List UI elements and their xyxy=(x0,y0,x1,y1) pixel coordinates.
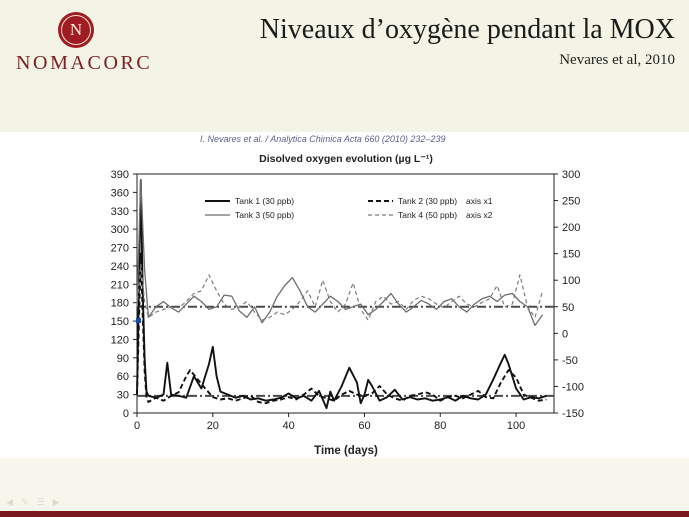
series-line xyxy=(136,263,544,321)
y-right-tick-label: 150 xyxy=(562,249,580,261)
series-line xyxy=(136,178,544,327)
legend-label: Tank 1 (30 ppb) xyxy=(235,196,294,206)
logo-wordmark: NOMACORC xyxy=(16,52,153,74)
series-line xyxy=(136,252,547,405)
legend-label: Tank 4 (50 ppb) xyxy=(398,210,457,220)
y-right-tick-label: 100 xyxy=(562,275,580,287)
y-right-tick-label: 300 xyxy=(562,169,580,181)
nomacorc-logo-emblem: N xyxy=(58,12,94,48)
slide-title: Niveaux d’oxygène pendant la MOX xyxy=(259,14,675,45)
y-left-tick-label: 90 xyxy=(117,353,129,365)
y-left-tick-label: 390 xyxy=(111,169,129,181)
y-left-tick-label: 210 xyxy=(111,279,129,291)
chart-title: Disolved oxygen evolution (µg L⁻¹) xyxy=(259,153,433,165)
y-left-tick-label: 300 xyxy=(111,224,129,236)
x-tick-label: 0 xyxy=(134,420,140,432)
logo-letter: N xyxy=(61,15,91,45)
y-right-tick-label: -100 xyxy=(562,381,584,393)
y-left-tick-label: 150 xyxy=(111,316,129,328)
y-left-tick-label: 60 xyxy=(117,371,129,383)
y-left-tick-label: 330 xyxy=(111,206,129,218)
slide-header: N NOMACORC Niveaux d’oxygène pendant la … xyxy=(0,0,689,132)
y-left-tick-label: 0 xyxy=(123,408,129,420)
y-right-tick-label: 250 xyxy=(562,196,580,208)
y-left-tick-label: 360 xyxy=(111,187,129,199)
y-right-tick-label: 0 xyxy=(562,328,568,340)
y-left-tick-label: 120 xyxy=(111,334,129,346)
pen-icon[interactable]: ✎ xyxy=(20,497,29,507)
y-left-tick-label: 180 xyxy=(111,298,129,310)
bottom-bar xyxy=(0,511,689,517)
y-right-tick-label: 200 xyxy=(562,222,580,234)
x-axis-label: Time (days) xyxy=(314,445,378,457)
y-right-tick-label: -150 xyxy=(562,408,584,420)
legend-label: axis x1 xyxy=(466,196,493,206)
legend-label: axis x2 xyxy=(466,210,493,220)
legend-label: Tank 2 (30 ppb) xyxy=(398,196,457,206)
previous-slide-icon[interactable]: ◀ xyxy=(6,497,13,507)
x-tick-label: 100 xyxy=(507,420,525,432)
figure-panel: I. Nevares et al. / Analytica Chimica Ac… xyxy=(0,132,689,458)
y-right-tick-label: -50 xyxy=(562,355,578,367)
x-tick-label: 80 xyxy=(434,420,446,432)
figure-citation: I. Nevares et al. / Analytica Chimica Ac… xyxy=(200,134,446,144)
x-tick-label: 60 xyxy=(358,420,370,432)
x-tick-label: 20 xyxy=(207,420,219,432)
slide-controls: ◀ ✎ ☰ ▶ xyxy=(6,497,59,508)
menu-icon[interactable]: ☰ xyxy=(36,497,45,507)
y-left-tick-label: 270 xyxy=(111,243,129,255)
slide-subtitle: Nevares et al, 2010 xyxy=(559,52,675,68)
next-slide-icon[interactable]: ▶ xyxy=(52,497,60,507)
x-tick-label: 40 xyxy=(283,420,295,432)
axis-marker xyxy=(136,318,141,324)
y-left-tick-label: 30 xyxy=(117,390,129,402)
y-right-tick-label: 50 xyxy=(562,302,574,314)
y-left-tick-label: 240 xyxy=(111,261,129,273)
oxygen-chart: 0 20 40 60 80 100 0 30 60 90 120 150 180 210 240 270 300… xyxy=(111,153,584,457)
legend-label: Tank 3 (50 ppb) xyxy=(235,210,294,220)
